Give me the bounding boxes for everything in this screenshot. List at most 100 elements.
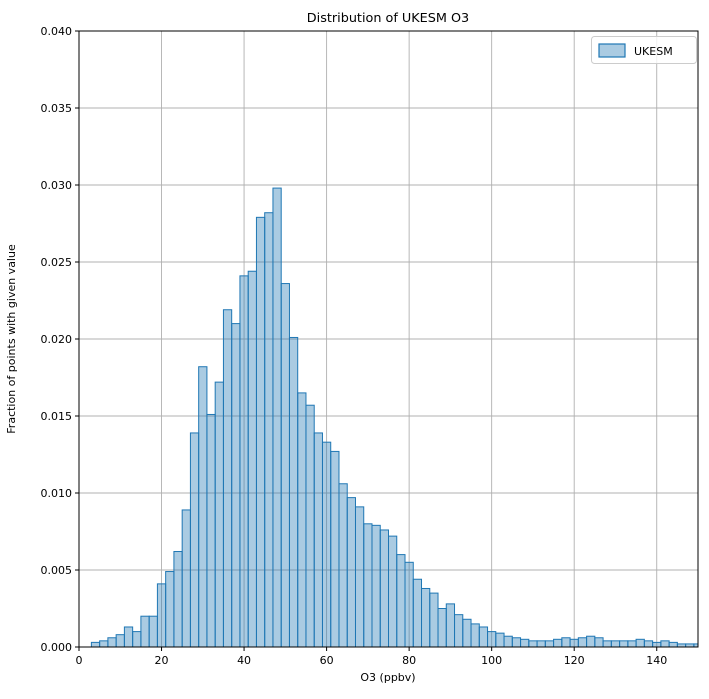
histogram-bar: [388, 535, 398, 647]
legend: UKESM: [591, 36, 697, 64]
histogram-bar: [660, 640, 670, 647]
x-tick-label: 80: [402, 654, 416, 667]
x-tick-label: 140: [646, 654, 667, 667]
grid-layer: [79, 30, 698, 647]
histogram-bar: [189, 432, 200, 647]
histogram-bar: [338, 483, 348, 647]
x-tick-label: 20: [155, 654, 169, 667]
histogram-bar: [247, 270, 257, 647]
legend-label: UKESM: [634, 45, 673, 58]
histogram-bar: [528, 640, 538, 647]
bars-layer: [90, 187, 698, 647]
histogram-bar: [371, 524, 381, 647]
histogram-bar: [594, 637, 604, 647]
histogram-bar: [297, 392, 307, 647]
histogram-bar: [619, 640, 629, 647]
x-tick-label: 0: [76, 654, 83, 667]
histogram-bar: [132, 631, 142, 647]
histogram-bar: [123, 626, 134, 647]
histogram-bar: [156, 583, 167, 647]
histogram-bar: [569, 638, 579, 647]
y-tick-label: 0.040: [41, 25, 73, 38]
histogram-bar: [561, 637, 571, 647]
histogram-bar: [553, 638, 563, 647]
histogram-bar: [544, 640, 555, 647]
histogram-bar: [495, 632, 505, 647]
histogram-bar: [354, 506, 365, 647]
histogram-bar: [173, 551, 183, 647]
histogram-bar: [429, 592, 439, 647]
histogram-bar: [520, 638, 530, 647]
histogram-bar: [602, 640, 612, 647]
x-tick-label: 100: [481, 654, 502, 667]
y-tick-label: 0.025: [41, 256, 73, 269]
histogram-bar: [627, 640, 637, 647]
histogram-bar: [503, 635, 513, 647]
histogram-bar: [321, 441, 332, 647]
histogram-bar: [577, 637, 588, 647]
histogram-bar: [668, 641, 678, 647]
histogram-bar: [346, 497, 356, 647]
histogram-bar: [635, 638, 645, 647]
histogram-bar: [437, 608, 447, 647]
histogram-bar: [239, 275, 249, 647]
x-tick-label: 40: [237, 654, 251, 667]
x-axis-label: O3 (ppbv): [360, 671, 415, 684]
histogram-bar: [231, 323, 241, 647]
histogram-bar: [421, 587, 431, 647]
x-tick-label: 120: [564, 654, 585, 667]
histogram-bar: [652, 641, 662, 647]
y-tick-label: 0.035: [41, 102, 73, 115]
y-tick-label: 0.005: [41, 564, 73, 577]
histogram-bar: [198, 366, 208, 647]
histogram-bar: [487, 631, 497, 647]
histogram-bar: [693, 643, 698, 647]
histogram-bar: [305, 404, 315, 647]
histogram-bar: [288, 336, 299, 647]
histogram-bar: [536, 640, 546, 647]
histogram-bar: [396, 554, 406, 647]
histogram-bar: [454, 614, 464, 647]
histogram-bar: [470, 623, 480, 647]
y-tick-label: 0.030: [41, 179, 73, 192]
x-tick-label: 60: [320, 654, 334, 667]
histogram-bar: [272, 187, 282, 647]
ticks-layer: 0 20 40 60 80 100 120 140 0.000 0.005 0.010 0.015 0.…: [41, 25, 668, 667]
histogram-bar: [206, 413, 216, 647]
histogram-bar: [214, 381, 224, 647]
histogram-bar: [404, 561, 414, 647]
histogram-bar: [107, 637, 117, 647]
histogram-bar: [643, 640, 654, 647]
histogram-bar: [478, 626, 489, 647]
histogram-bar: [610, 640, 621, 647]
histogram-bar: [148, 615, 158, 647]
histogram-bar: [222, 309, 233, 647]
histogram-bar: [363, 523, 373, 647]
histogram-bar: [140, 615, 150, 647]
y-tick-label: 0.020: [41, 333, 73, 346]
legend-swatch: [598, 43, 626, 58]
histogram-bar: [330, 450, 340, 647]
y-axis-label: Fraction of points with given value: [5, 244, 18, 434]
histogram-bar: [90, 641, 101, 647]
histogram-bar: [264, 212, 274, 647]
histogram-bar: [586, 635, 596, 647]
y-tick-label: 0.015: [41, 410, 73, 423]
plot-border: [78, 30, 699, 648]
histogram-bar: [181, 509, 191, 647]
histogram-bar: [99, 640, 109, 647]
histogram-bar: [255, 216, 266, 647]
histogram-bar: [115, 634, 125, 647]
histogram-bar: [445, 603, 456, 647]
histogram-bar: [412, 578, 423, 647]
y-tick-label: 0.000: [41, 641, 73, 654]
histogram-bar: [313, 432, 323, 647]
histogram-bar: [165, 571, 175, 647]
histogram-bar: [379, 529, 390, 647]
histogram-bar: [462, 618, 472, 647]
chart-title: Distribution of UKESM O3: [307, 11, 469, 26]
y-tick-label: 0.010: [41, 487, 73, 500]
histogram-bar: [280, 283, 290, 647]
